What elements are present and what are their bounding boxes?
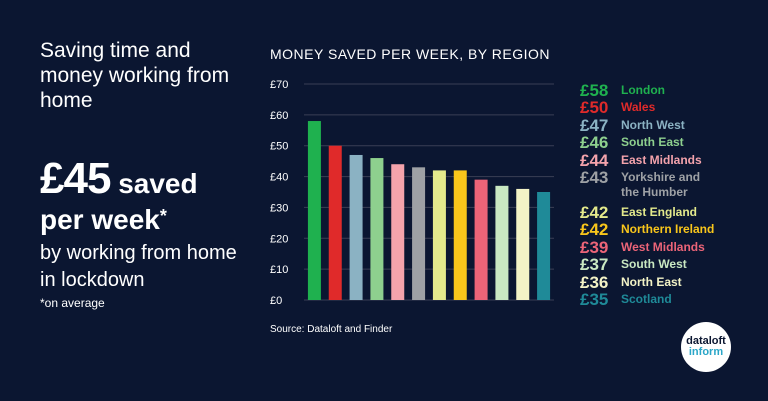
legend-value: £58 — [580, 81, 609, 100]
bar-south-west — [495, 185, 509, 300]
legend-value: £35 — [580, 289, 609, 309]
logo-line1: dataloft — [686, 335, 726, 347]
y-tick-label: £20 — [270, 233, 288, 245]
legend-value: £50 — [580, 98, 609, 118]
y-tick-label: £0 — [270, 295, 282, 307]
legend-value: £46 — [580, 133, 609, 153]
bar-west-midlands — [474, 179, 488, 300]
y-tick-label: £70 — [270, 79, 288, 91]
bar-east-midlands — [391, 164, 405, 300]
legend-value: £43 — [580, 167, 609, 187]
y-tick-label: £50 — [270, 141, 288, 153]
legend-value: £42 — [580, 202, 609, 222]
legend-label: East Midlands — [621, 152, 702, 167]
bar-scotland — [537, 192, 551, 300]
bar-north-east — [516, 188, 530, 300]
legend-item: £37 South West — [580, 256, 740, 273]
dataloft-logo: dataloft inform — [681, 322, 731, 372]
legend-item: £44 East Midlands — [580, 152, 740, 169]
legend-item: £42 Northern Ireland — [580, 221, 740, 238]
legend-label: South East — [621, 135, 684, 150]
bar-northern-ireland — [453, 170, 467, 300]
legend-label: North East — [621, 274, 682, 289]
legend-item: £46 South East — [580, 134, 740, 151]
legend-value: £42 — [580, 220, 609, 240]
legend-label: London — [621, 83, 665, 97]
y-tick-label: £30 — [270, 202, 288, 214]
legend-label: South West — [621, 257, 687, 272]
legend-value: £36 — [580, 272, 609, 292]
bar-north-west — [349, 154, 363, 300]
bar-yorkshire-and-the-humber — [412, 167, 426, 300]
legend-value: £37 — [580, 255, 609, 275]
stat-asterisk: * — [159, 206, 167, 226]
legend-item: £58 London — [580, 82, 740, 99]
stat-amount: £45 — [40, 154, 111, 203]
legend-item: £42 East England — [580, 204, 740, 221]
y-tick-label: £60 — [270, 110, 288, 122]
legend-value: £44 — [580, 150, 609, 170]
left-panel: Saving time and money working from home … — [40, 38, 250, 310]
legend-label: East England — [621, 204, 698, 219]
legend-label: Yorkshire and the Humber — [621, 169, 701, 199]
source-note: Source: Dataloft and Finder — [270, 324, 393, 335]
bar-south-east — [370, 158, 384, 300]
legend-label: Northern Ireland — [621, 222, 715, 237]
legend-label: Scotland — [621, 291, 672, 306]
legend-item: £47 North West — [580, 117, 740, 134]
bar-chart: £0 £10 £20 £30 £40 £50 £60 £70 — [270, 79, 554, 307]
y-tick-label: £10 — [270, 264, 288, 276]
stat-block: £45 saved per week* — [40, 157, 250, 238]
legend-value: £39 — [580, 237, 609, 257]
chart-legend: £58 London £50 Wales £47 North West £46 South E… — [580, 82, 740, 308]
legend-item: £36 North East — [580, 274, 740, 291]
stat-saved: saved — [118, 168, 198, 199]
headline: Saving time and money working from home — [40, 39, 230, 112]
stat-per-week: per week — [40, 204, 160, 235]
legend-item: £43 Yorkshire and the Humber — [580, 169, 740, 204]
chart-title: MONEY SAVED PER WEEK, BY REGION — [270, 46, 551, 62]
y-tick-label: £40 — [270, 172, 288, 184]
legend-item: £39 West Midlands — [580, 239, 740, 256]
bar-east-england — [432, 170, 446, 300]
legend-item: £35 Scotland — [580, 291, 740, 308]
legend-label: Wales — [621, 100, 656, 115]
bar-london — [307, 121, 321, 301]
legend-label: West Midlands — [621, 239, 705, 254]
stat-by-line: by working from home in lockdown — [40, 242, 237, 291]
legend-item: £50 Wales — [580, 99, 740, 116]
bar-wales — [328, 145, 342, 300]
footnote: *on average — [40, 296, 105, 310]
logo-line2: inform — [688, 346, 724, 358]
legend-value: £47 — [580, 115, 609, 135]
legend-label: North West — [621, 117, 685, 132]
